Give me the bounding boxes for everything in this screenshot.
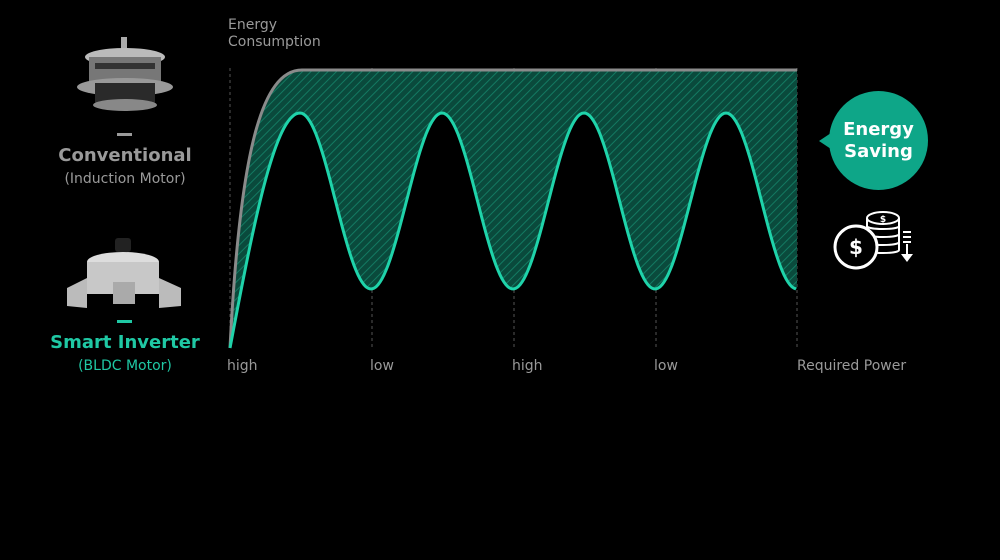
svg-text:$: $: [849, 235, 863, 259]
smart-inverter-subtitle: (BLDC Motor): [78, 358, 172, 374]
y-axis-label-line1: Energy: [228, 17, 278, 33]
smart-inverter-title: Smart Inverter: [50, 332, 200, 353]
conventional-dash: [117, 133, 132, 136]
energy-saving-area: [230, 70, 797, 348]
conventional-subtitle: (Induction Motor): [64, 171, 186, 187]
y-axis-label: Energy Consumption: [228, 17, 321, 51]
svg-text:$: $: [880, 215, 886, 225]
y-axis-label-line2: Consumption: [228, 34, 321, 50]
callout-line2: Saving: [844, 140, 913, 162]
smart-inverter-dash: [117, 320, 132, 323]
energy-saving-callout: Energy Saving: [819, 91, 928, 190]
callout-line1: Energy: [843, 118, 914, 140]
bldc-motor-image: [67, 238, 181, 308]
x-tick-low-2: low: [654, 358, 678, 374]
conventional-title: Conventional: [58, 145, 192, 166]
x-tick-high-2: high: [512, 358, 543, 374]
induction-motor-image: [77, 37, 173, 111]
coins-dollar-down-icon: $ $: [833, 211, 913, 270]
x-tick-high-1: high: [227, 358, 258, 374]
inverter-line: [228, 111, 797, 349]
x-axis-label: Required Power: [797, 358, 907, 374]
conventional-line: [228, 68, 797, 349]
x-tick-low-1: low: [370, 358, 394, 374]
